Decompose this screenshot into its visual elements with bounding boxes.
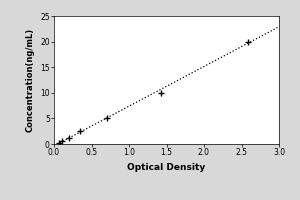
X-axis label: Optical Density: Optical Density: [128, 163, 206, 172]
Y-axis label: Concentration(ng/mL): Concentration(ng/mL): [26, 28, 35, 132]
